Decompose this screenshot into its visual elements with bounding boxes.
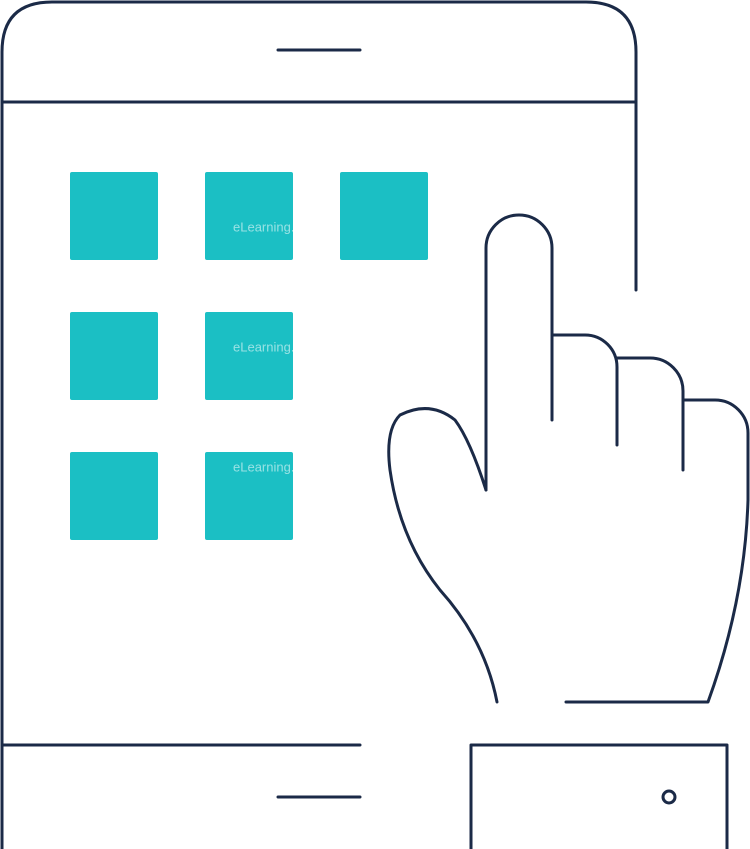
app-tile bbox=[205, 172, 293, 260]
hand bbox=[484, 213, 554, 492]
tablet-outline bbox=[0, 0, 638, 849]
app-tile bbox=[70, 172, 158, 260]
watermark: eLearning.market bbox=[233, 219, 335, 234]
app-tile bbox=[70, 312, 158, 400]
watermark: eLearning.market bbox=[233, 339, 335, 354]
finger bbox=[564, 398, 750, 704]
app-tile bbox=[340, 172, 428, 260]
app-tile bbox=[205, 452, 293, 540]
finger bbox=[550, 333, 619, 447]
app-tile bbox=[205, 312, 293, 400]
cuff-button bbox=[661, 789, 677, 805]
finger bbox=[615, 356, 685, 472]
watermark: eLearning.market bbox=[233, 459, 335, 474]
sleeve-cuff bbox=[469, 743, 729, 849]
thumb bbox=[387, 407, 499, 704]
app-tile bbox=[70, 452, 158, 540]
